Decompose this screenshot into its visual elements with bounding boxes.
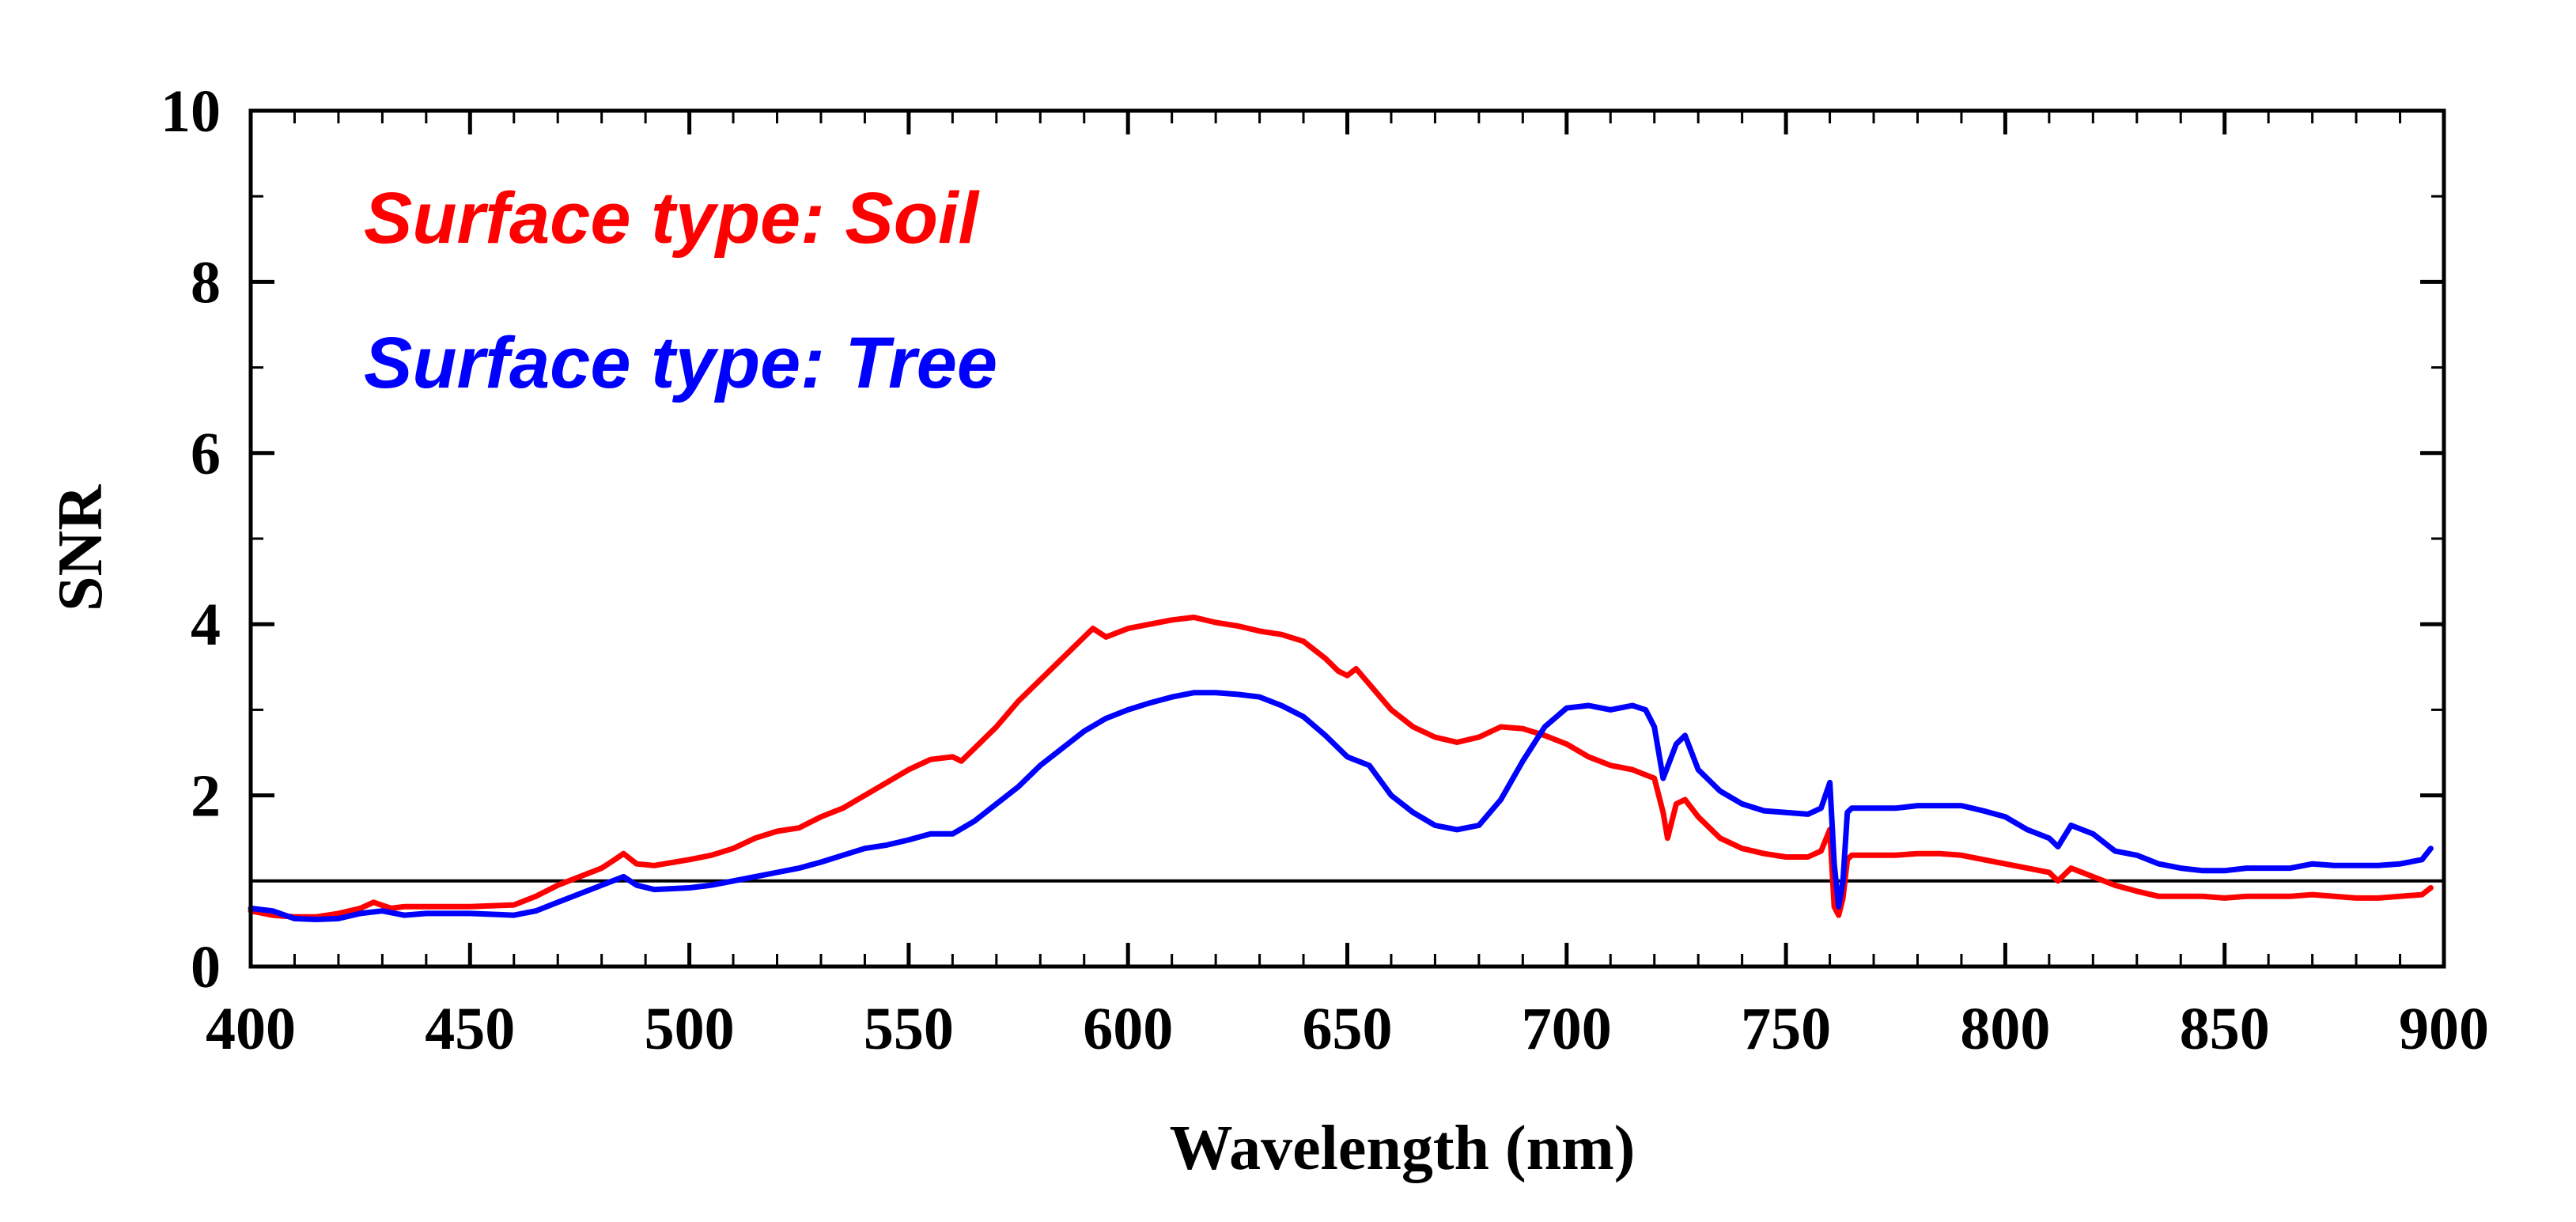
x-tick-label: 500 xyxy=(645,996,735,1062)
y-tick-label: 6 xyxy=(191,421,221,487)
series-line-soil xyxy=(248,615,2434,920)
x-tick-label: 450 xyxy=(425,996,515,1062)
y-tick-labels: 0 2 4 6 8 10 xyxy=(161,78,221,1001)
series-line-tree xyxy=(248,690,2434,922)
y-tick-label: 4 xyxy=(191,592,221,658)
x-tick-label: 550 xyxy=(864,996,954,1062)
y-axis-title: SNR xyxy=(46,484,115,611)
legend-entry-soil: Surface type: Soil xyxy=(364,178,981,259)
series-layer xyxy=(248,615,2434,922)
x-tick-label: 850 xyxy=(2180,996,2270,1062)
x-tick-label: 650 xyxy=(1303,996,1393,1062)
y-tick-label: 10 xyxy=(161,78,221,145)
y-tick-label: 2 xyxy=(191,763,221,830)
minor-ticks xyxy=(251,111,2444,967)
x-tick-label: 900 xyxy=(2399,996,2489,1062)
legend-entry-tree: Surface type: Tree xyxy=(364,323,997,403)
x-tick-label: 700 xyxy=(1522,996,1612,1062)
x-tick-labels: 400 450 500 550 600 650 700 750 800 850 900 xyxy=(206,996,2489,1062)
x-tick-label: 400 xyxy=(206,996,296,1062)
y-tick-label: 8 xyxy=(191,249,221,316)
x-tick-label: 600 xyxy=(1083,996,1173,1062)
x-axis-title: Wavelength (nm) xyxy=(1170,1114,1636,1183)
x-tick-label: 800 xyxy=(1960,996,2050,1062)
plot-frame xyxy=(248,108,2446,969)
x-tick-label: 750 xyxy=(1741,996,1831,1062)
y-tick-label: 0 xyxy=(191,934,221,1001)
